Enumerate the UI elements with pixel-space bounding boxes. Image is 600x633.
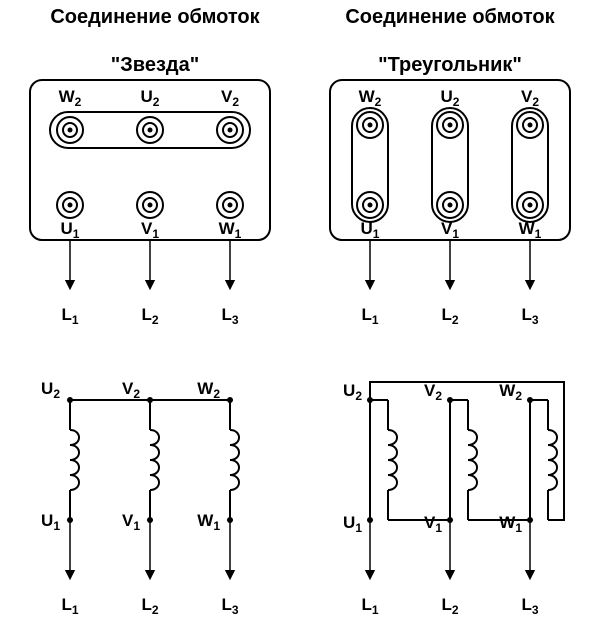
delta-sch-topdot-1 <box>447 397 453 403</box>
delta-schematic: U2 U1 L1 V2 V1 L2 W2 W1 L3 <box>343 381 564 617</box>
delta-top-term-2-dot <box>528 123 533 128</box>
star-bot-label-1: V1 <box>141 219 159 241</box>
star-bot-label-2: W1 <box>219 219 242 241</box>
delta-top-label-0: W2 <box>359 87 382 109</box>
delta-sch-topdot-2 <box>527 397 533 403</box>
delta-sch-botlabel-1: V1 <box>424 513 442 535</box>
delta-sch-toplabel-1: V2 <box>424 381 442 403</box>
diagram-svg: W2 U2 V2 U1 V1 W1 L1 L2 L3 W2 U2 V2 U1 V1 W1 L1 L2 L3 U2 U1… <box>0 0 600 633</box>
delta-coil-0 <box>388 400 397 520</box>
star-coil-0 <box>70 400 79 520</box>
delta-bot-term-1-dot <box>448 203 453 208</box>
star-top-term-0-dot <box>68 128 73 133</box>
star-L-label-2: L3 <box>221 305 238 327</box>
star-sch-L-2: L3 <box>221 595 238 617</box>
star-top-label-0: W2 <box>59 87 82 109</box>
delta-sch-toplabel-0: U2 <box>343 381 362 403</box>
left-title-line1: Соединение обмоток <box>20 6 290 29</box>
delta-top-label-2: V2 <box>521 87 539 109</box>
star-coil-1 <box>150 400 159 520</box>
delta-sch-botdot-1 <box>447 517 453 523</box>
delta-sch-botlabel-2: W1 <box>499 513 522 535</box>
star-top-term-2-dot <box>228 128 233 133</box>
star-sch-L-1: L2 <box>141 595 158 617</box>
delta-sch-botdot-2 <box>527 517 533 523</box>
delta-coil-2 <box>548 400 557 520</box>
delta-bot-label-1: V1 <box>441 219 459 241</box>
delta-L-label-2: L3 <box>521 305 538 327</box>
delta-bot-label-0: U1 <box>361 219 380 241</box>
delta-top-term-1-dot <box>448 123 453 128</box>
star-L-label-0: L1 <box>61 305 78 327</box>
delta-sch-L-2: L3 <box>521 595 538 617</box>
star-bot-term-2-dot <box>228 203 233 208</box>
delta-bot-term-0-dot <box>368 203 373 208</box>
delta-bot-term-2-dot <box>528 203 533 208</box>
delta-sch-toplabel-2: W2 <box>499 381 522 403</box>
star-sch-botlabel-1: V1 <box>122 511 140 533</box>
star-top-term-1-dot <box>148 128 153 133</box>
star-bot-term-1-dot <box>148 203 153 208</box>
star-sch-L-0: L1 <box>61 595 78 617</box>
star-top-label-2: V2 <box>221 87 239 109</box>
star-sch-toplabel-1: V2 <box>122 379 140 401</box>
delta-sch-botlabel-0: U1 <box>343 513 362 535</box>
star-sch-botlabel-0: U1 <box>41 511 60 533</box>
delta-sch-L-0: L1 <box>361 595 378 617</box>
star-bot-term-0-dot <box>68 203 73 208</box>
star-schematic: U2 U1 L1 V2 V1 L2 W2 W1 L3 <box>41 379 239 617</box>
right-title-line2: "Треугольник" <box>315 54 585 77</box>
right-title-line1: Соединение обмоток <box>315 6 585 29</box>
star-L-label-1: L2 <box>141 305 158 327</box>
delta-sch-L-1: L2 <box>441 595 458 617</box>
delta-terminal-block: W2 U2 V2 U1 V1 W1 L1 L2 L3 <box>330 80 570 327</box>
star-top-label-1: U2 <box>141 87 160 109</box>
star-sch-botlabel-2: W1 <box>197 511 220 533</box>
star-bot-label-0: U1 <box>61 219 80 241</box>
delta-top-term-0-dot <box>368 123 373 128</box>
delta-bot-label-2: W1 <box>519 219 542 241</box>
star-coil-2 <box>230 400 239 520</box>
star-sch-toplabel-0: U2 <box>41 379 60 401</box>
delta-L-label-0: L1 <box>361 305 378 327</box>
delta-sch-botdot-0 <box>367 517 373 523</box>
star-sch-toplabel-2: W2 <box>197 379 220 401</box>
left-title-line2: "Звезда" <box>20 54 290 77</box>
delta-L-label-1: L2 <box>441 305 458 327</box>
delta-coil-1 <box>468 400 477 520</box>
delta-top-label-1: U2 <box>441 87 460 109</box>
star-terminal-block: W2 U2 V2 U1 V1 W1 L1 L2 L3 <box>30 80 270 327</box>
